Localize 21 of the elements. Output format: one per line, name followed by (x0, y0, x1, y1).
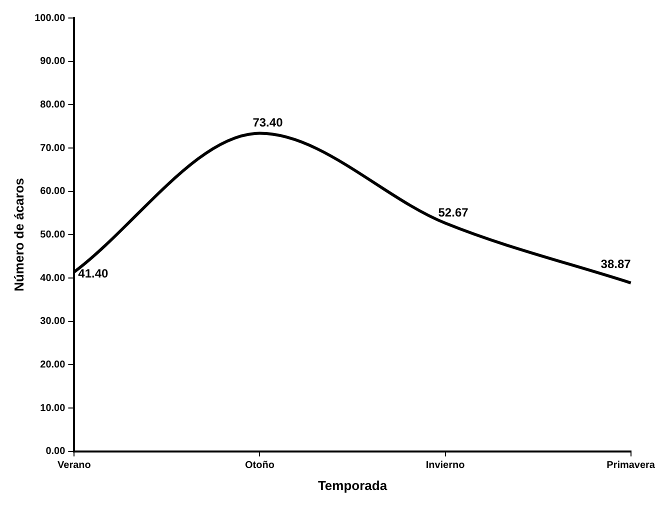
y-tick-label: 20.00 (40, 359, 66, 370)
y-tick-label: 100.00 (34, 12, 66, 24)
x-axis-title: Temporada (318, 478, 388, 493)
y-tick-label: 70.00 (40, 142, 66, 154)
y-tick-label: 50.00 (40, 229, 66, 240)
y-tick-label: 30.00 (40, 316, 66, 328)
x-tick-label: Otoño (245, 460, 274, 472)
y-tick-label: 10.00 (40, 402, 66, 414)
y-tick-label: 90.00 (40, 56, 66, 68)
data-label: 73.40 (252, 116, 284, 130)
data-label: 38.87 (600, 257, 632, 272)
y-axis-title: Número de ácaros (11, 178, 26, 292)
data-label: 52.67 (438, 205, 469, 220)
x-tick-label: Invierno (426, 460, 465, 472)
y-tick-label: 40.00 (40, 272, 66, 284)
y-tick-label: 60.00 (40, 186, 66, 198)
y-tick-label: 80.00 (40, 99, 66, 110)
x-tick-label: Primavera (606, 460, 656, 472)
x-tick-label: Verano (58, 460, 91, 472)
data-label: 41.40 (78, 266, 109, 280)
y-tick-label: 0.00 (46, 446, 66, 458)
